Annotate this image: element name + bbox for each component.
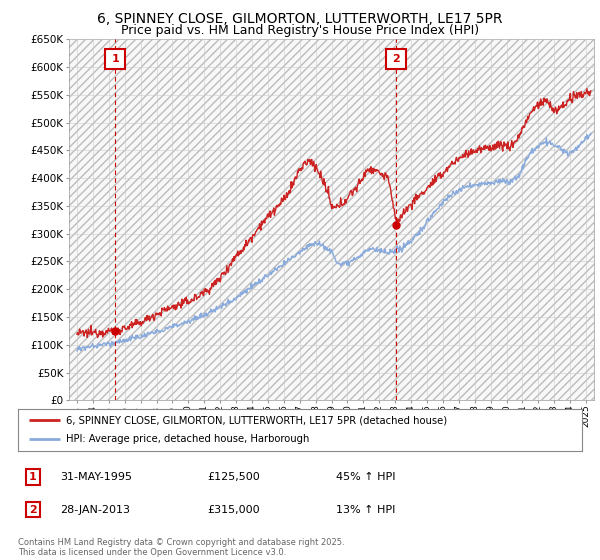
Text: Price paid vs. HM Land Registry's House Price Index (HPI): Price paid vs. HM Land Registry's House … bbox=[121, 24, 479, 36]
Text: 45% ↑ HPI: 45% ↑ HPI bbox=[336, 472, 395, 482]
Text: 6, SPINNEY CLOSE, GILMORTON, LUTTERWORTH, LE17 5PR (detached house): 6, SPINNEY CLOSE, GILMORTON, LUTTERWORTH… bbox=[66, 415, 447, 425]
Text: 13% ↑ HPI: 13% ↑ HPI bbox=[336, 505, 395, 515]
Text: 2: 2 bbox=[392, 54, 400, 64]
Text: Contains HM Land Registry data © Crown copyright and database right 2025.
This d: Contains HM Land Registry data © Crown c… bbox=[18, 538, 344, 557]
Text: £315,000: £315,000 bbox=[207, 505, 260, 515]
Text: 1: 1 bbox=[29, 472, 37, 482]
Text: HPI: Average price, detached house, Harborough: HPI: Average price, detached house, Harb… bbox=[66, 435, 310, 445]
Text: 31-MAY-1995: 31-MAY-1995 bbox=[60, 472, 132, 482]
Text: 6, SPINNEY CLOSE, GILMORTON, LUTTERWORTH, LE17 5PR: 6, SPINNEY CLOSE, GILMORTON, LUTTERWORTH… bbox=[97, 12, 503, 26]
Text: 2: 2 bbox=[29, 505, 37, 515]
Text: £125,500: £125,500 bbox=[207, 472, 260, 482]
Text: 1: 1 bbox=[112, 54, 119, 64]
Text: 28-JAN-2013: 28-JAN-2013 bbox=[60, 505, 130, 515]
